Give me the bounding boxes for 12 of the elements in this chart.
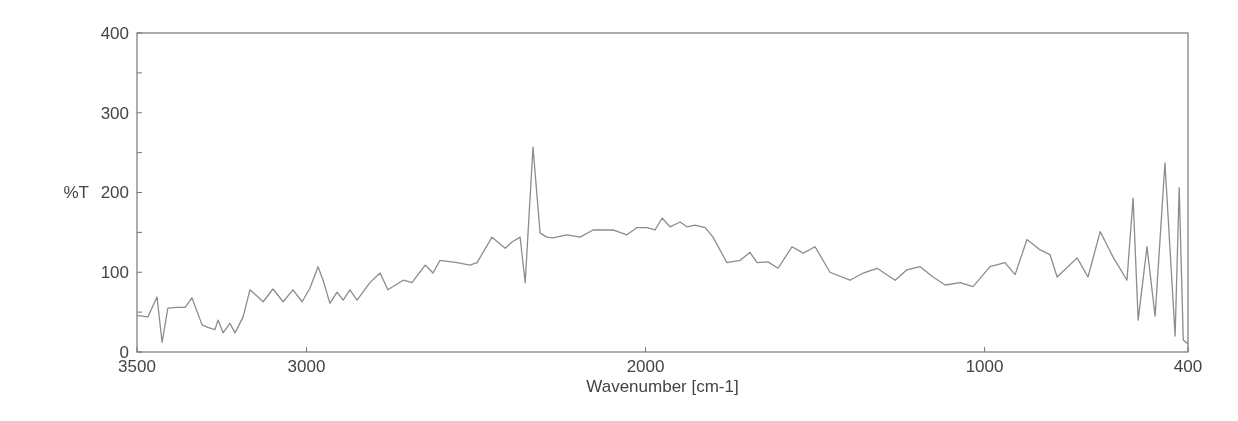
y-tick-label: 400	[100, 23, 129, 43]
y-tick-label: 100	[100, 263, 129, 283]
x-tick-label: 3000	[287, 357, 326, 376]
y-axis-title: %T	[63, 183, 89, 203]
x-tick-label: 400	[1173, 357, 1203, 376]
x-tick-label: 1000	[965, 357, 1004, 376]
x-tick-label: 3500	[118, 357, 156, 376]
y-tick-label: 300	[100, 103, 129, 123]
x-tick-label: 2000	[626, 357, 665, 376]
y-tick-label: 200	[100, 183, 129, 203]
x-axis-title: Wavenumber [cm-1]	[586, 377, 739, 396]
line-series	[136, 146, 1189, 345]
